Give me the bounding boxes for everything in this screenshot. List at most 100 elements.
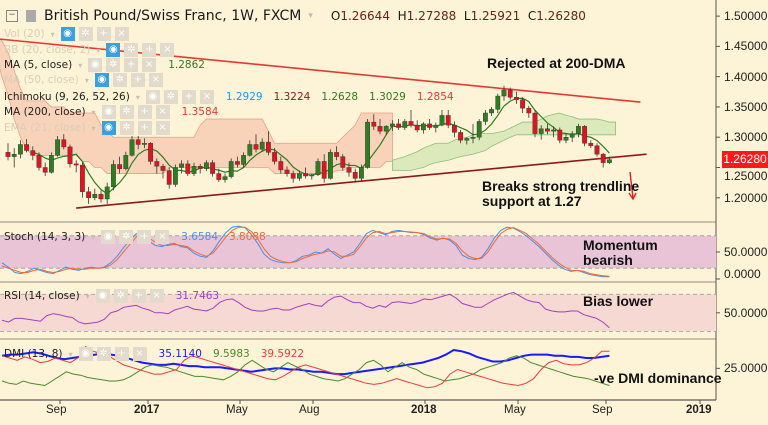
candle-body	[321, 161, 327, 179]
indicator-legend-row[interactable]: Vol (20) ▾ ◉ ✲ + ×	[4, 27, 130, 41]
candle-body	[439, 115, 445, 126]
plus-icon[interactable]: +	[142, 43, 157, 57]
candle-body	[210, 162, 215, 174]
subpane-legend-row[interactable]: Stoch (14, 3, 3) ▾ ◉ ✲ + × 3.6584 3.8088	[4, 230, 266, 244]
plus-icon[interactable]: +	[114, 347, 129, 361]
eye-icon[interactable]: ◉	[94, 73, 109, 87]
gear-icon[interactable]: ✲	[112, 73, 127, 87]
dropdown-caret-icon[interactable]: ▾	[91, 107, 96, 117]
gear-icon[interactable]: ✲	[119, 230, 134, 244]
candle-body	[588, 143, 594, 146]
eye-icon[interactable]: ◉	[101, 230, 116, 244]
plus-icon[interactable]: +	[181, 90, 196, 104]
collapse-icon[interactable]: −	[6, 10, 18, 22]
close-icon[interactable]: ×	[155, 230, 170, 244]
plus-icon[interactable]: +	[130, 73, 145, 87]
candle-body	[569, 133, 575, 138]
candle-body	[284, 169, 290, 174]
time-tick-label: 2017	[134, 404, 160, 416]
close-icon[interactable]: ×	[114, 27, 129, 41]
plus-icon[interactable]: +	[137, 230, 152, 244]
candle-body	[185, 163, 191, 174]
eye-icon[interactable]: ◉	[106, 43, 121, 57]
close-value: 1.26280	[536, 9, 586, 23]
indicator-legend-row[interactable]: MA (50, close) ▾ ◉ ✲ + ×	[4, 73, 164, 87]
eye-icon[interactable]: ◉	[95, 289, 110, 303]
indicator-value: 39.5922	[260, 348, 305, 360]
indicator-value: 35.1140	[158, 348, 202, 360]
flag-icon[interactable]	[26, 10, 36, 22]
subpane-legend-row[interactable]: DMI (13, 8) ▾ ◉ ✲ + × 35.1140 9.5983 39.5922	[4, 347, 304, 361]
close-icon[interactable]: ×	[155, 105, 170, 119]
candle-body	[166, 170, 172, 185]
indicator-legend-row[interactable]: MA (200, close) ▾ ◉ ✲ + × 1.3584	[4, 105, 218, 119]
eye-icon[interactable]: ◉	[60, 27, 75, 41]
close-icon[interactable]: ×	[148, 73, 163, 87]
eye-icon[interactable]: ◉	[145, 90, 160, 104]
price-tick-label: 1.20000	[724, 190, 768, 205]
gear-icon[interactable]: ✲	[78, 27, 93, 41]
gear-icon[interactable]: ✲	[96, 347, 111, 361]
candle-body	[160, 166, 166, 171]
gear-icon[interactable]: ✲	[106, 58, 121, 72]
candle-body	[61, 139, 67, 148]
close-icon[interactable]: ×	[142, 58, 157, 72]
candle-body	[79, 164, 85, 192]
dropdown-caret-icon[interactable]: ▾	[135, 92, 140, 102]
dropdown-caret-icon[interactable]: ▾	[84, 75, 89, 85]
price-tick-label: 1.35000	[724, 99, 768, 114]
candle-body	[259, 141, 265, 150]
close-icon[interactable]: ×	[155, 121, 170, 135]
dropdown-caret-icon[interactable]: ▾	[91, 123, 96, 133]
candle-body	[495, 95, 501, 110]
close-icon[interactable]: ×	[132, 347, 147, 361]
trendline-support	[76, 153, 647, 209]
candle-body	[445, 115, 451, 126]
plus-icon[interactable]: +	[131, 289, 146, 303]
candle-body	[228, 161, 234, 177]
gear-icon[interactable]: ✲	[113, 289, 128, 303]
candle-body	[464, 138, 470, 141]
indicator-value: 9.5983	[212, 348, 250, 360]
gear-icon[interactable]: ✲	[119, 121, 134, 135]
dropdown-caret-icon[interactable]: ▾	[91, 232, 96, 242]
indicator-value: 3.6584	[181, 231, 219, 243]
indicator-legend-row[interactable]: EMA (21, close) ▾ ◉ ✲ + ×	[4, 121, 171, 135]
close-icon[interactable]: ×	[160, 43, 175, 57]
candle-body	[73, 163, 79, 166]
candle-body	[328, 152, 333, 179]
plus-icon[interactable]: +	[124, 58, 139, 72]
candle-body	[92, 193, 98, 198]
candle-body	[476, 121, 482, 138]
gear-icon[interactable]: ✲	[124, 43, 139, 57]
sub-tick-label: 25.0000	[724, 361, 768, 376]
plus-icon[interactable]: +	[96, 27, 111, 41]
dropdown-caret-icon[interactable]: ▾	[68, 349, 73, 359]
plus-icon[interactable]: +	[137, 105, 152, 119]
indicator-legend-row[interactable]: BB (20, close, 2) ▾ ◉ ✲ + ×	[4, 43, 175, 57]
time-tick-label: 2019	[686, 404, 712, 416]
eye-icon[interactable]: ◉	[101, 105, 116, 119]
subpane-legend-row[interactable]: RSI (14, close) ▾ ◉ ✲ + × 31.7463	[4, 289, 219, 303]
close-icon[interactable]: ×	[199, 90, 214, 104]
dropdown-caret-icon[interactable]: ▾	[308, 11, 313, 21]
price-tick-label: 1.40000	[724, 69, 768, 84]
indicator-label: DMI (13, 8)	[4, 348, 63, 360]
eye-icon[interactable]: ◉	[88, 58, 103, 72]
gear-icon[interactable]: ✲	[163, 90, 178, 104]
close-icon[interactable]: ×	[149, 289, 164, 303]
indicator-legend-row[interactable]: Ichimoku (9, 26, 52, 26) ▾ ◉ ✲ + × 1.2929 1.322…	[4, 90, 454, 104]
dropdown-caret-icon[interactable]: ▾	[78, 60, 83, 70]
gear-icon[interactable]: ✲	[119, 105, 134, 119]
candle-body	[117, 164, 123, 169]
indicator-value: 1.2862	[168, 59, 205, 71]
plus-icon[interactable]: +	[137, 121, 152, 135]
indicator-legend-row[interactable]: MA (5, close) ▾ ◉ ✲ + × 1.2862	[4, 58, 205, 72]
candle-body	[203, 162, 209, 169]
dropdown-caret-icon[interactable]: ▾	[96, 45, 101, 55]
dropdown-caret-icon[interactable]: ▾	[50, 29, 55, 39]
dropdown-caret-icon[interactable]: ▾	[85, 291, 90, 301]
price-tick-label: 1.50000	[724, 9, 768, 24]
eye-icon[interactable]: ◉	[78, 347, 93, 361]
eye-icon[interactable]: ◉	[101, 121, 116, 135]
